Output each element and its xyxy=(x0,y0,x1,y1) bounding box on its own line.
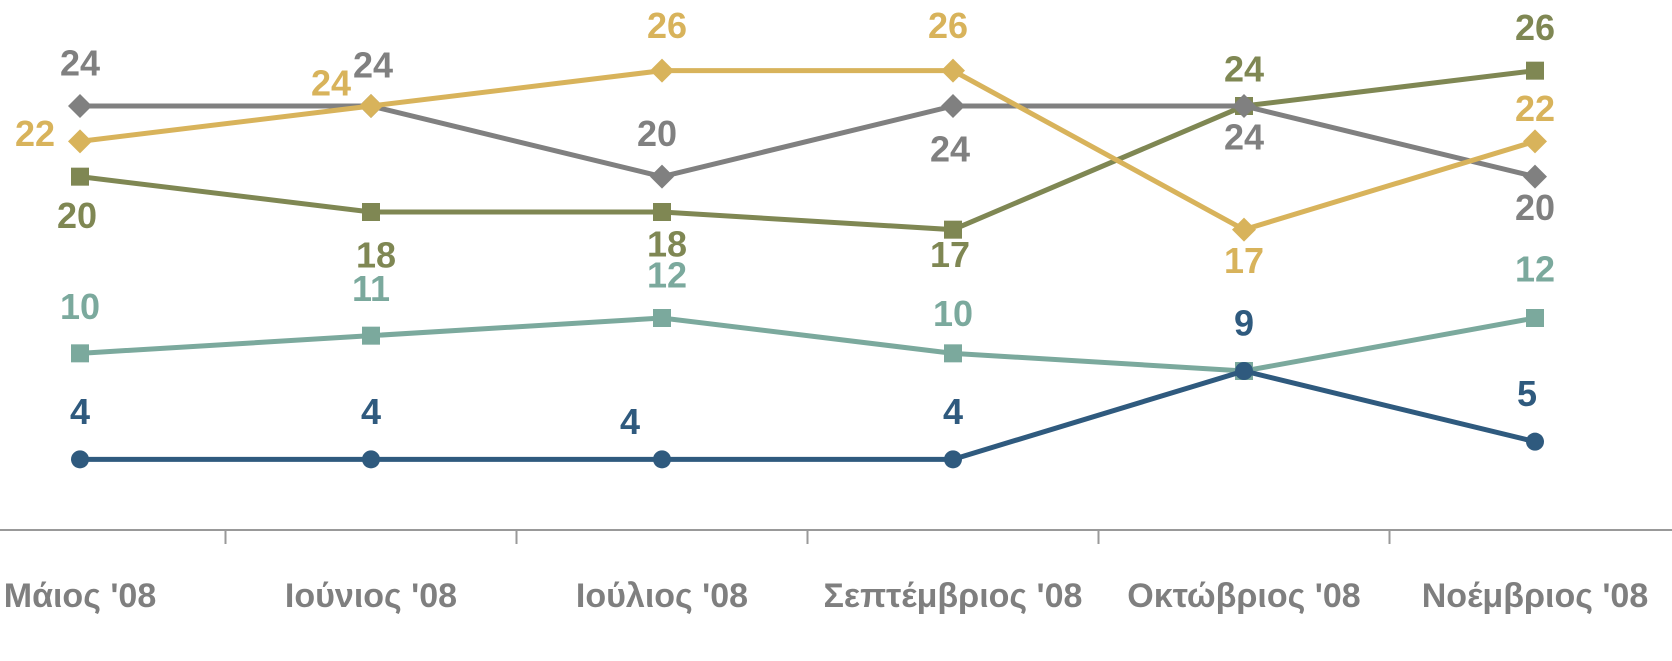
data-label: 26 xyxy=(1515,7,1555,48)
data-label: 4 xyxy=(943,391,963,432)
point xyxy=(71,167,89,186)
data-label: 20 xyxy=(57,195,97,236)
data-label: 10 xyxy=(60,286,100,327)
data-label: 26 xyxy=(928,5,968,46)
series-line xyxy=(79,68,1536,233)
data-label: 24 xyxy=(60,43,100,84)
point xyxy=(68,94,92,118)
series-line xyxy=(79,315,1536,374)
point xyxy=(1235,362,1253,380)
data-label: 24 xyxy=(1224,49,1264,90)
data-label: 18 xyxy=(356,235,396,276)
point xyxy=(1523,164,1547,189)
point xyxy=(944,344,962,363)
data-label: 22 xyxy=(1515,88,1555,129)
point xyxy=(362,326,380,345)
series-line xyxy=(79,68,1536,233)
x-tick-label: Νοέμβριος '08 xyxy=(1422,577,1649,615)
data-label: 24 xyxy=(1224,117,1264,158)
data-label: 11 xyxy=(352,268,390,309)
point xyxy=(944,220,962,239)
point xyxy=(1526,61,1544,80)
series-line xyxy=(80,368,1536,462)
data-label: 24 xyxy=(311,63,351,104)
point xyxy=(653,309,671,327)
point xyxy=(362,203,380,221)
point xyxy=(941,58,965,83)
data-label: 12 xyxy=(647,255,687,296)
data-label: 4 xyxy=(620,401,640,442)
data-label: 17 xyxy=(1224,240,1264,281)
point xyxy=(650,164,674,189)
point xyxy=(653,203,671,221)
point xyxy=(944,450,962,469)
point xyxy=(941,94,965,118)
x-tick-label: Μάιος '08 xyxy=(4,577,156,615)
x-tick-label: Ιούλιος '08 xyxy=(576,577,748,615)
x-tick-label: Σεπτέμβριος '08 xyxy=(824,577,1083,615)
data-label: 24 xyxy=(930,129,970,170)
point xyxy=(1232,217,1256,242)
point xyxy=(1232,94,1256,118)
point xyxy=(650,58,674,83)
x-tick-label: Οκτώβριος '08 xyxy=(1127,577,1360,615)
point xyxy=(653,450,671,469)
point xyxy=(71,344,89,363)
point xyxy=(1523,129,1547,154)
series-line xyxy=(80,103,1536,180)
data-label: 22 xyxy=(15,113,55,154)
data-label: 5 xyxy=(1517,373,1537,414)
point xyxy=(71,450,89,469)
data-label: 18 xyxy=(647,224,687,265)
data-label: 24 xyxy=(353,45,393,86)
data-label: 4 xyxy=(70,391,90,432)
point xyxy=(1526,432,1544,451)
point xyxy=(1526,309,1544,327)
point xyxy=(362,450,380,469)
data-label: 20 xyxy=(1515,187,1555,228)
data-label: 4 xyxy=(361,391,381,432)
point xyxy=(68,129,92,154)
data-label: 17 xyxy=(930,234,970,275)
data-label: 12 xyxy=(1515,249,1555,290)
data-label: 10 xyxy=(933,293,973,334)
point xyxy=(359,94,383,118)
x-tick-label: Ιούνιος '08 xyxy=(285,577,457,615)
data-label: 26 xyxy=(647,5,687,46)
data-label: 9 xyxy=(1234,303,1254,344)
data-label: 20 xyxy=(637,113,677,154)
